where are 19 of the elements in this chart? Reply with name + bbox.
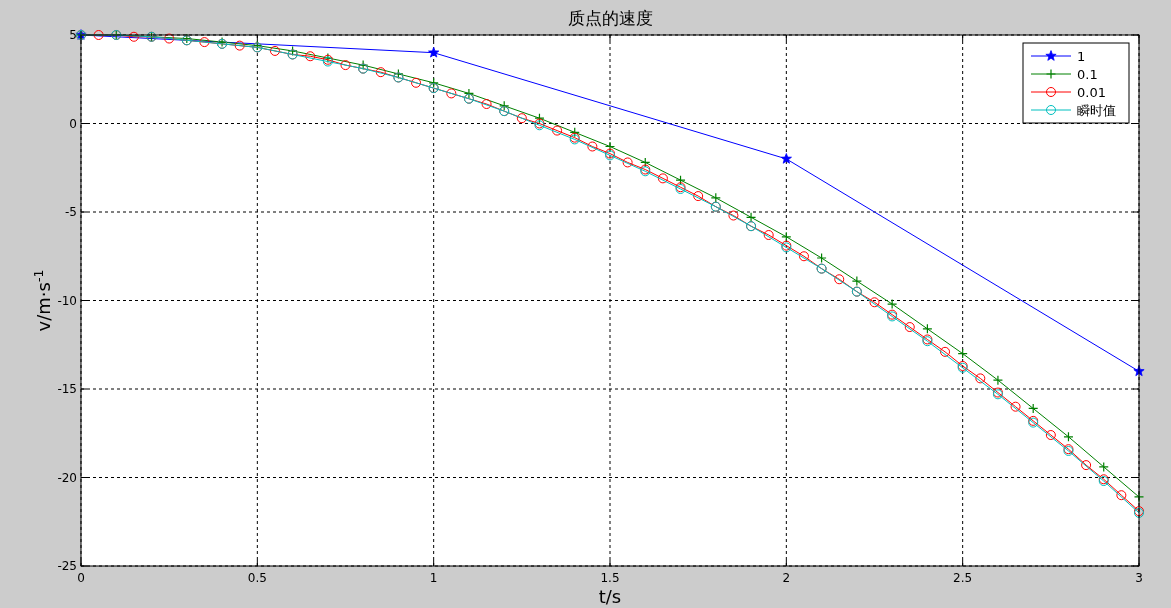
x-tick-label: 2: [782, 571, 791, 585]
y-tick-label: 0: [69, 116, 77, 131]
legend-label: 0.01: [1077, 85, 1106, 100]
chart-title: 质点的速度: [567, 8, 653, 28]
legend-label: 瞬时值: [1077, 103, 1116, 118]
y-tick-label: -5: [65, 205, 77, 219]
legend-label: 0.1: [1077, 67, 1098, 82]
x-tick-label: 1: [429, 571, 438, 585]
x-tick-label: 2.5: [953, 571, 973, 585]
y-tick-label: -10: [57, 293, 77, 308]
x-axis-title: t/s: [598, 586, 622, 607]
x-tick-label: 0.5: [247, 571, 267, 585]
y-tick-label: -25: [57, 559, 77, 573]
y-tick-label: -20: [57, 470, 77, 485]
y-tick-label: 5: [69, 28, 77, 42]
x-tick-label: 3: [1135, 571, 1143, 585]
y-tick-label: -15: [57, 382, 77, 396]
legend-label: 1: [1077, 49, 1086, 64]
x-tick-label: 1.5: [600, 571, 620, 585]
